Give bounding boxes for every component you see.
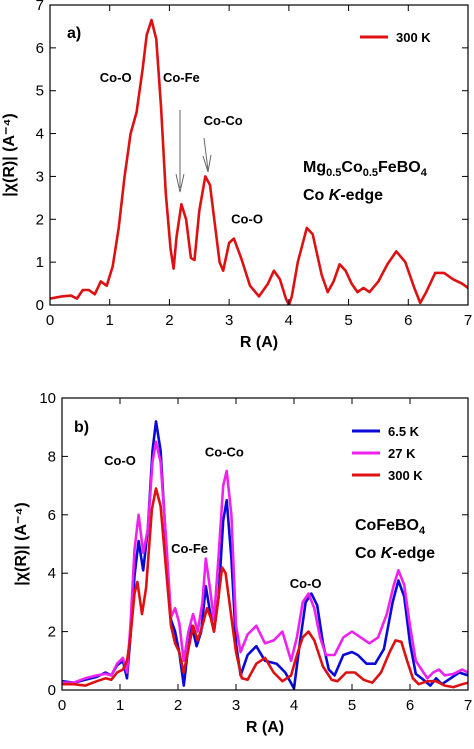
x-tick-label: 0 [58,697,66,714]
peak-annotation: Co-O [290,576,322,591]
legend-label: 27 K [388,446,416,461]
panel-b-x-axis-label: R (A) [246,719,284,736]
peak-annotation: Co-Fe [163,70,200,85]
peak-annotation: Co-O [104,453,136,468]
panel-b-legend: 6.5 K 27 K 300 K [352,424,423,483]
y-tick-label: 6 [48,507,56,524]
y-tick-label: 5 [36,83,44,100]
series-line-300-k [50,18,468,305]
compound-formula: CoFeBO4 [355,517,426,537]
peak-annotation: Co-Co [204,113,243,128]
panel-b-formula: CoFeBO4 Co K-edge [355,517,435,562]
x-tick-label: 0 [46,312,54,329]
y-tick-label: 6 [36,40,44,57]
co-co-arrow-shaft [203,137,209,171]
panel-b-y-axis-label: |χ(R)| (A⁻⁴) [13,502,30,585]
legend-label: 300 K [396,30,431,45]
x-tick-label: 1 [116,697,124,714]
panel-b-chart: 0 1 2 3 4 5 6 7 0 2 4 6 8 10 R (A) |χ(R)| (A⁻⁴) b) C… [13,390,472,736]
panel-b-annotations: Co-O Co-Co Co-Fe Co-O [104,444,321,590]
x-tick-label: 3 [232,697,240,714]
panel-a-label: a) [67,25,81,42]
series-line-300-k [62,487,468,689]
panel-a-x-axis-label: R (A) [240,334,278,351]
y-tick-label: 8 [48,448,56,465]
legend-label: 300 K [388,468,423,483]
peak-annotation: Co-O [231,212,263,227]
panel-a-plot-area [50,18,468,305]
panel-a-annotations: Co-O Co-Fe Co-Co Co-O [100,70,263,226]
x-tick-label: 4 [290,697,298,714]
panel-a-y-ticks: 0 1 2 3 4 5 6 7 [36,0,468,314]
x-tick-label: 1 [106,312,114,329]
panel-b-y-ticks: 0 2 4 6 8 10 [39,390,468,699]
y-tick-label: 2 [48,624,56,641]
y-tick-label: 1 [36,254,44,271]
panel-a-formula: Mg0.5Co0.5FeBO4 Co K-edge [303,159,428,204]
y-tick-label: 3 [36,168,44,185]
panel-b-frame [61,397,469,691]
y-tick-label: 4 [36,126,44,143]
x-tick-label: 4 [285,312,293,329]
panel-b-label: b) [74,419,89,436]
y-tick-label: 7 [36,0,44,14]
peak-annotation: Co-Fe [171,541,208,556]
compound-formula: Mg0.5Co0.5FeBO4 [303,159,428,179]
x-tick-label: 7 [464,312,472,329]
peak-annotation: Co-Co [205,444,244,459]
x-tick-label: 5 [344,312,352,329]
y-tick-label: 0 [48,682,56,699]
x-tick-label: 6 [406,697,414,714]
panel-a-x-ticks: 0 1 2 3 4 5 6 7 [46,5,472,329]
panel-a-legend: 300 K [360,30,431,45]
series-line-27-k [62,440,468,684]
x-tick-label: 7 [464,697,472,714]
edge-label: Co K-edge [303,187,383,204]
co-fe-arrow-head [175,173,185,193]
panel-a-y-axis-label: |χ(R)| (A⁻⁴) [1,113,18,196]
panel-b-x-ticks: 0 1 2 3 4 5 6 7 [58,398,472,714]
panel-a-frame [49,4,469,306]
co-co-arrow-head [202,154,212,173]
legend-label: 6.5 K [388,424,420,439]
y-tick-label: 4 [48,565,56,582]
y-tick-label: 2 [36,211,44,228]
x-tick-label: 3 [225,312,233,329]
x-tick-label: 2 [165,312,173,329]
y-tick-label: 0 [36,297,44,314]
x-tick-label: 5 [348,697,356,714]
panel-a-arrows [175,110,212,193]
x-tick-label: 6 [404,312,412,329]
x-tick-label: 2 [174,697,182,714]
peak-annotation: Co-O [100,70,132,85]
edge-label: Co K-edge [355,545,435,562]
y-tick-label: 10 [39,390,56,407]
panel-b-plot-area [62,420,468,690]
